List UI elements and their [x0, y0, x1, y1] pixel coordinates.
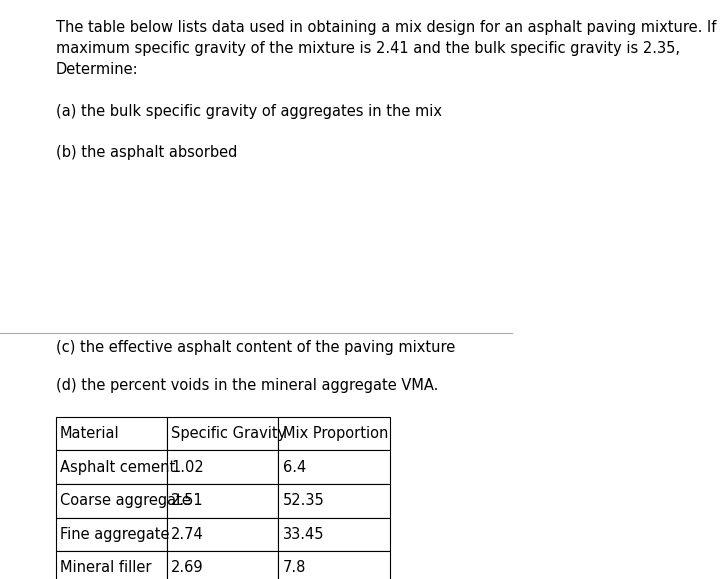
Text: Material: Material	[60, 426, 120, 441]
Text: 1.02: 1.02	[171, 460, 204, 475]
Text: 7.8: 7.8	[283, 560, 306, 576]
Text: The table below lists data used in obtaining a mix design for an asphalt paving : The table below lists data used in obtai…	[55, 20, 720, 77]
Text: 2.69: 2.69	[171, 560, 204, 576]
Text: 2.74: 2.74	[171, 527, 204, 542]
Text: Fine aggregate: Fine aggregate	[60, 527, 169, 542]
Bar	[167, 518, 279, 551]
Text: 33.45: 33.45	[283, 527, 324, 542]
Bar	[167, 551, 279, 579]
Text: (b) the asphalt absorbed: (b) the asphalt absorbed	[55, 145, 237, 160]
Bar	[55, 417, 167, 450]
Text: 2.51: 2.51	[171, 493, 204, 508]
Text: (a) the bulk specific gravity of aggregates in the mix: (a) the bulk specific gravity of aggrega…	[55, 104, 441, 119]
Text: Asphalt cement: Asphalt cement	[60, 460, 175, 475]
Text: 6.4: 6.4	[283, 460, 306, 475]
Bar	[167, 417, 279, 450]
Text: Coarse aggregate: Coarse aggregate	[60, 493, 191, 508]
Bar	[167, 484, 279, 518]
Text: 52.35: 52.35	[283, 493, 325, 508]
Text: (d) the percent voids in the mineral aggregate VMA.: (d) the percent voids in the mineral agg…	[55, 378, 438, 393]
Bar	[55, 484, 167, 518]
Bar	[55, 518, 167, 551]
Text: Mineral filler: Mineral filler	[60, 560, 151, 576]
Bar	[279, 484, 390, 518]
Text: Mix Proportion: Mix Proportion	[283, 426, 388, 441]
Bar	[279, 417, 390, 450]
Bar	[55, 450, 167, 484]
Text: Specific Gravity: Specific Gravity	[171, 426, 287, 441]
Text: (c) the effective asphalt content of the paving mixture: (c) the effective asphalt content of the…	[55, 340, 455, 355]
Bar	[55, 551, 167, 579]
Bar	[279, 551, 390, 579]
Bar	[167, 450, 279, 484]
Bar	[279, 518, 390, 551]
Bar	[279, 450, 390, 484]
